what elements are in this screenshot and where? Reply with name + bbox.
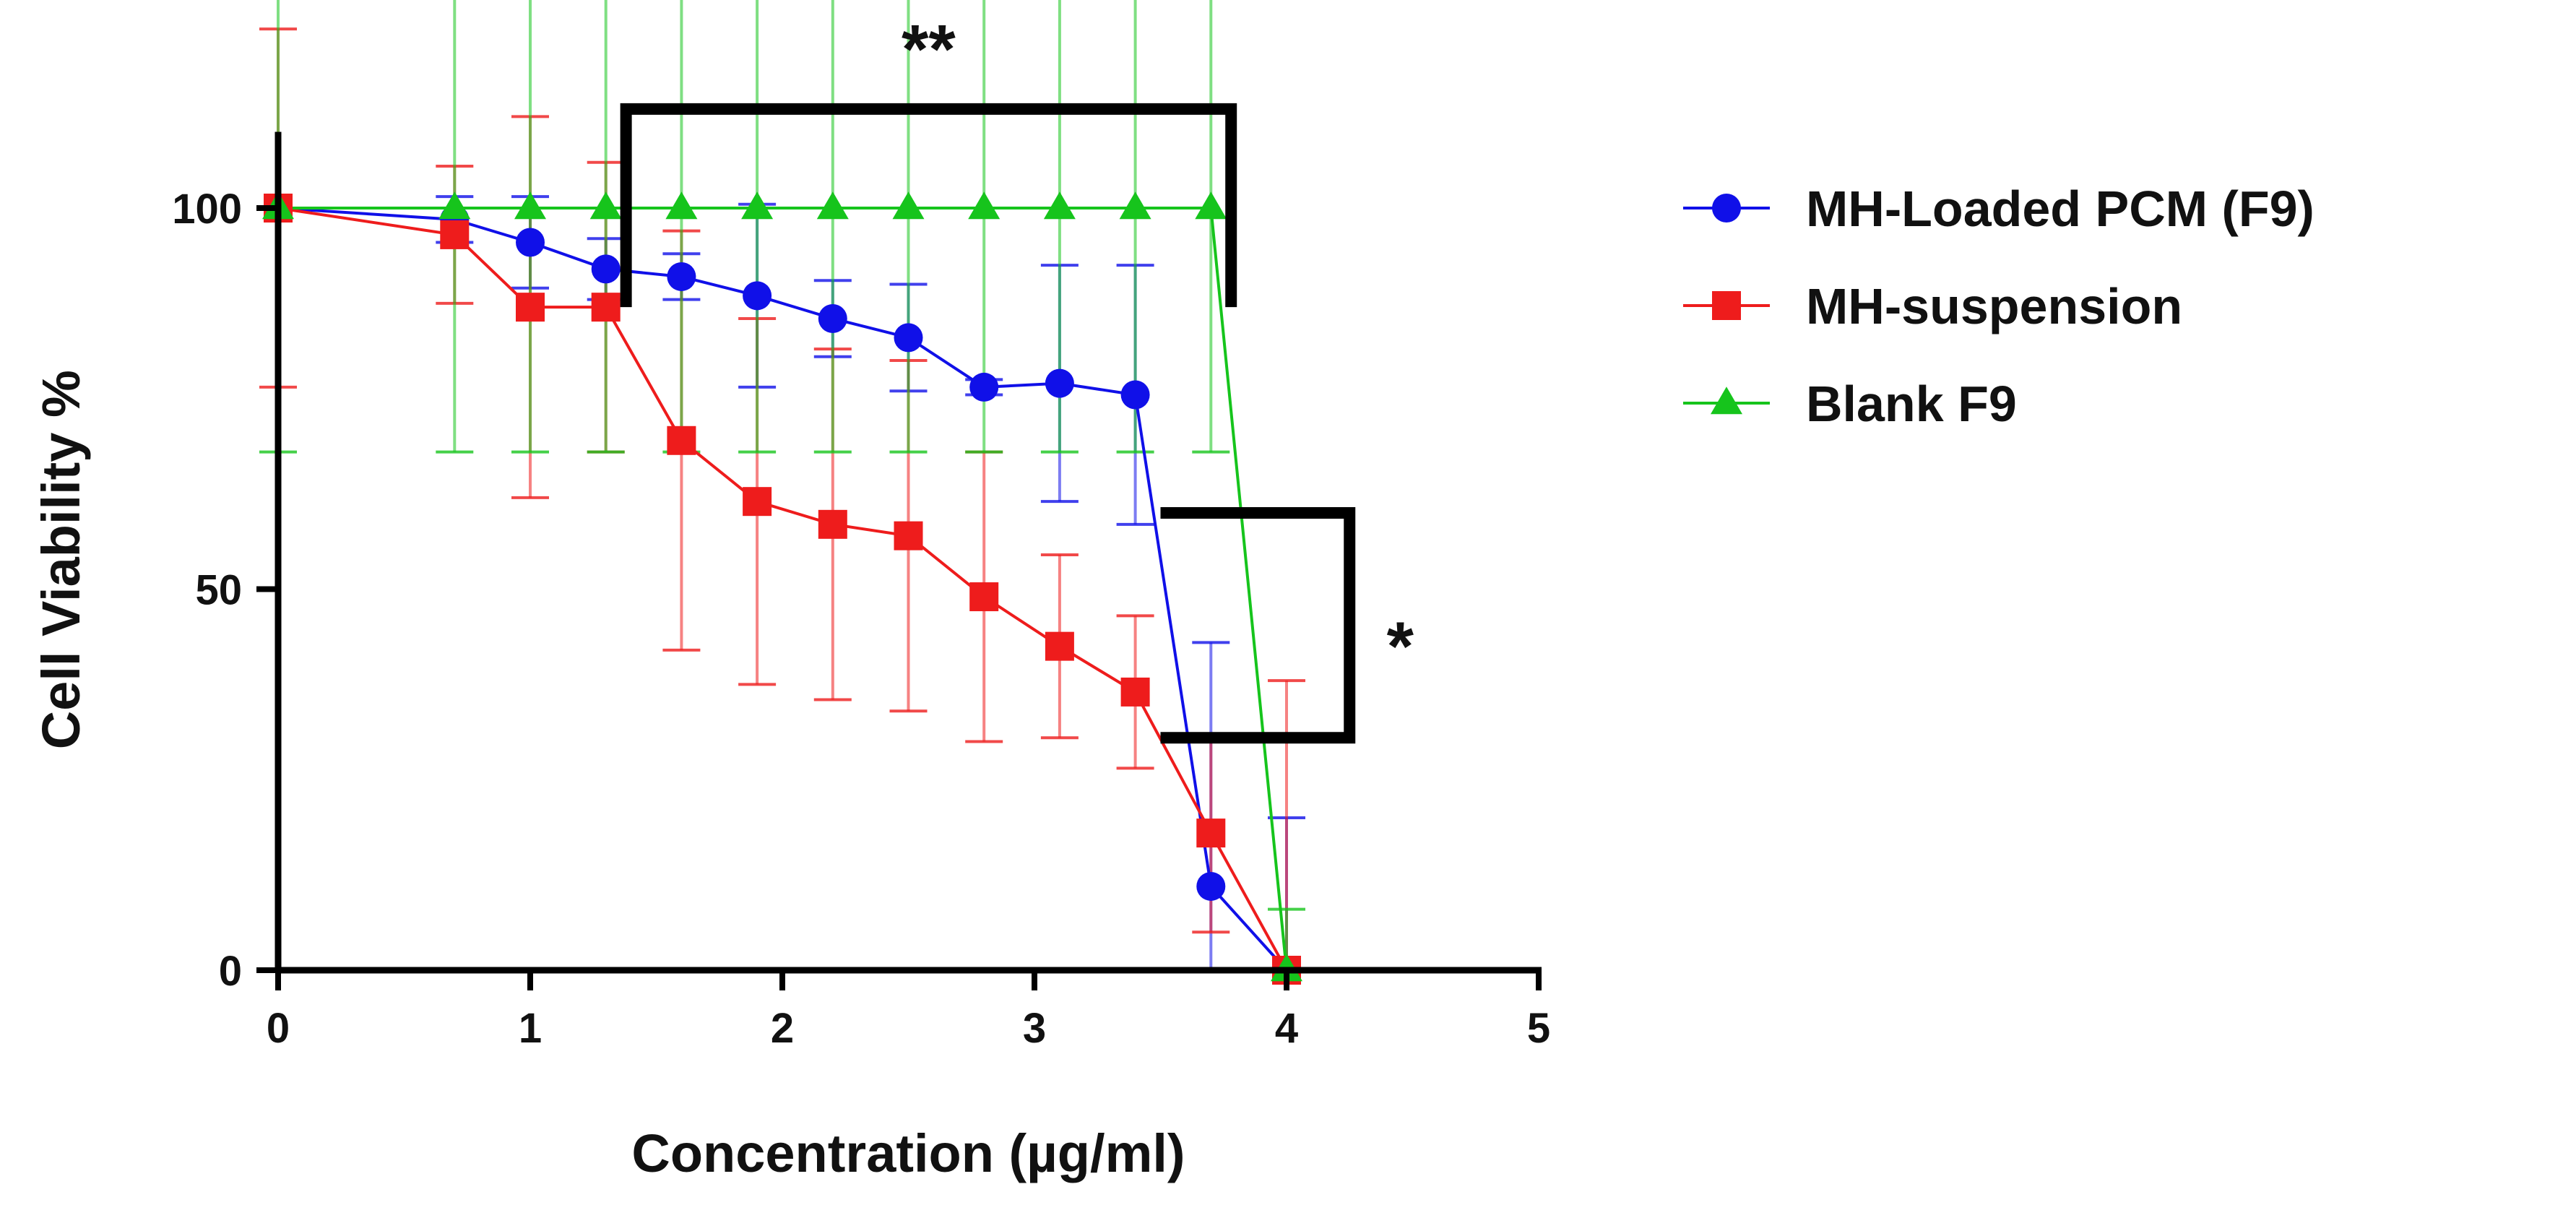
legend-label: MH-Loaded PCM (F9) bbox=[1806, 181, 2314, 237]
data-point bbox=[1043, 191, 1076, 220]
data-point bbox=[665, 191, 698, 220]
y-tick-label: 0 bbox=[219, 948, 242, 995]
data-point bbox=[1045, 368, 1074, 398]
y-tick-label: 100 bbox=[172, 186, 242, 233]
significance-brackets: *** bbox=[620, 11, 1414, 744]
data-point bbox=[1119, 191, 1151, 220]
legend: MH-Loaded PCM (F9) MH-suspension Blank F9 bbox=[1683, 181, 2314, 432]
y-tick-label: 50 bbox=[195, 567, 242, 614]
legend-marker bbox=[1712, 291, 1741, 320]
data-point bbox=[1120, 380, 1150, 410]
data-point bbox=[743, 281, 772, 311]
significance-bracket bbox=[1160, 507, 1356, 744]
data-point bbox=[591, 254, 621, 284]
data-point bbox=[818, 303, 847, 333]
data-point bbox=[514, 191, 546, 220]
series-markers bbox=[262, 191, 1302, 985]
significance-label: ** bbox=[902, 11, 956, 88]
significance-label: * bbox=[1387, 608, 1414, 686]
data-point bbox=[591, 293, 621, 322]
y-axis-title: Cell Viability % bbox=[31, 370, 91, 749]
legend-item: MH-Loaded PCM (F9) bbox=[1683, 181, 2314, 237]
data-point bbox=[516, 293, 545, 322]
x-axis-title: Concentration (µg/ml) bbox=[631, 1123, 1185, 1183]
data-point bbox=[1195, 191, 1227, 220]
data-point bbox=[741, 191, 774, 220]
data-point bbox=[894, 521, 923, 550]
legend-marker bbox=[1711, 386, 1742, 415]
x-tick-label: 5 bbox=[1527, 1005, 1550, 1052]
legend-marker bbox=[1712, 194, 1741, 223]
data-point bbox=[969, 582, 999, 612]
legend-label: Blank F9 bbox=[1806, 376, 2017, 432]
data-point bbox=[667, 426, 696, 455]
data-point bbox=[589, 191, 622, 220]
x-tick-label: 4 bbox=[1275, 1005, 1298, 1052]
data-point bbox=[894, 323, 923, 353]
data-point bbox=[438, 191, 471, 220]
data-point bbox=[1120, 677, 1150, 707]
x-tick-label: 0 bbox=[267, 1005, 290, 1052]
legend-item: MH-suspension bbox=[1683, 278, 2182, 334]
data-point bbox=[969, 372, 999, 402]
legend-label: MH-suspension bbox=[1806, 278, 2182, 334]
data-point bbox=[892, 191, 925, 220]
x-tick-label: 3 bbox=[1023, 1005, 1046, 1052]
data-point bbox=[816, 191, 849, 220]
data-point bbox=[1045, 631, 1074, 661]
data-point bbox=[968, 191, 1000, 220]
data-point bbox=[1196, 819, 1226, 848]
data-point bbox=[516, 228, 545, 257]
data-point bbox=[1196, 871, 1226, 901]
data-point bbox=[818, 509, 847, 539]
x-tick-label: 1 bbox=[519, 1005, 542, 1052]
significance-bracket bbox=[620, 103, 1237, 308]
x-tick-label: 2 bbox=[771, 1005, 794, 1052]
legend-item: Blank F9 bbox=[1683, 376, 2017, 432]
data-point bbox=[667, 262, 696, 291]
data-point bbox=[743, 487, 772, 517]
data-point bbox=[440, 220, 470, 249]
